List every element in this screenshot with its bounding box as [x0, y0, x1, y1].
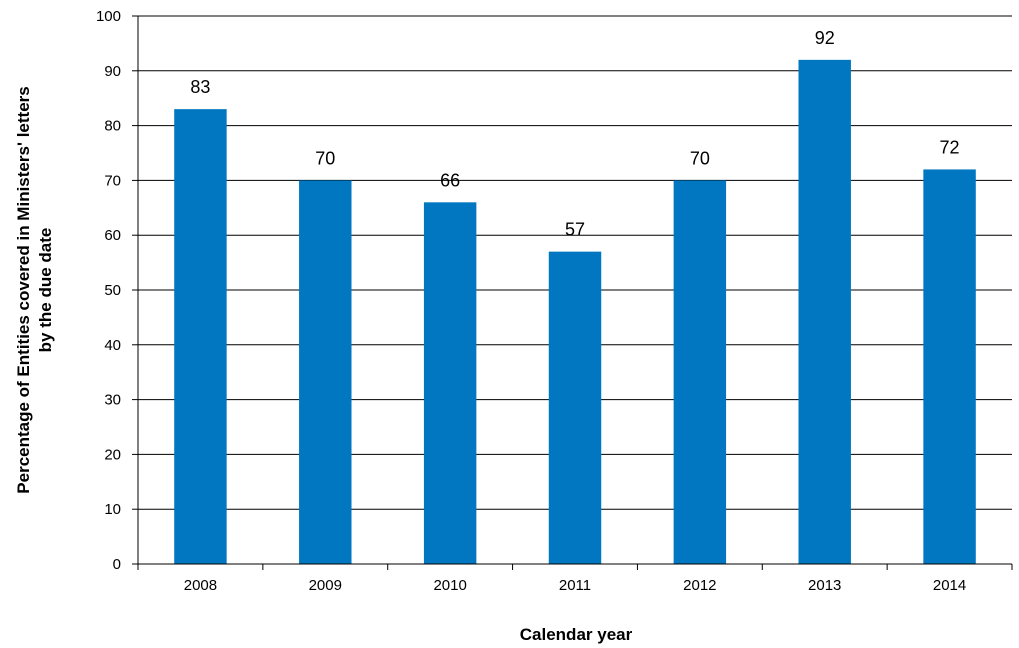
y-tick-label: 90 [104, 63, 121, 80]
y-tick-label: 0 [113, 556, 121, 573]
x-tick-label: 2013 [808, 577, 841, 594]
x-tick-label: 2014 [933, 577, 966, 594]
y-tick-labels: 0 10 20 30 40 50 60 70 80 90 100 [96, 8, 138, 573]
y-tick-label: 80 [104, 118, 121, 135]
data-labels: 83 70 66 57 70 92 72 [190, 28, 959, 240]
bar-2008 [174, 109, 227, 564]
x-tick-label: 2009 [309, 577, 342, 594]
x-tick-labels: 2008 2009 2010 2011 2012 2013 2014 [137, 564, 1013, 594]
data-label-2008: 83 [190, 77, 210, 97]
data-label-2012: 70 [690, 148, 710, 168]
y-tick-label: 50 [104, 282, 121, 299]
x-tick-label: 2012 [683, 577, 716, 594]
x-tick-label: 2011 [559, 577, 591, 594]
y-axis-title-line2: by the due date [36, 228, 55, 353]
bar-2010 [423, 202, 477, 564]
bar-2013 [798, 59, 851, 565]
bar-2009 [299, 180, 352, 564]
x-tick-label: 2008 [184, 577, 217, 594]
x-axis-title: Calendar year [520, 625, 633, 644]
data-label-2011: 57 [565, 220, 585, 240]
y-tick-label: 100 [96, 8, 121, 25]
data-label-2010: 66 [440, 170, 460, 190]
y-tick-label: 60 [104, 227, 121, 244]
data-label-2009: 70 [315, 148, 335, 168]
y-tick-label: 40 [104, 337, 121, 354]
y-tick-label: 20 [104, 446, 121, 463]
y-tick-label: 30 [104, 392, 121, 409]
bar-2014 [923, 169, 976, 564]
x-tick-label: 2010 [433, 577, 466, 594]
data-label-2014: 72 [940, 137, 960, 157]
data-label-2013: 92 [815, 28, 835, 48]
y-tick-label: 10 [104, 501, 121, 518]
bar-2012 [673, 180, 727, 564]
y-tick-label: 70 [104, 172, 121, 189]
y-axis-title-line1: Percentage of Entities covered in Minist… [14, 86, 33, 493]
bars [174, 59, 976, 565]
y-axis-title: Percentage of Entities covered in Minist… [14, 86, 55, 493]
bar-2011 [548, 251, 602, 564]
